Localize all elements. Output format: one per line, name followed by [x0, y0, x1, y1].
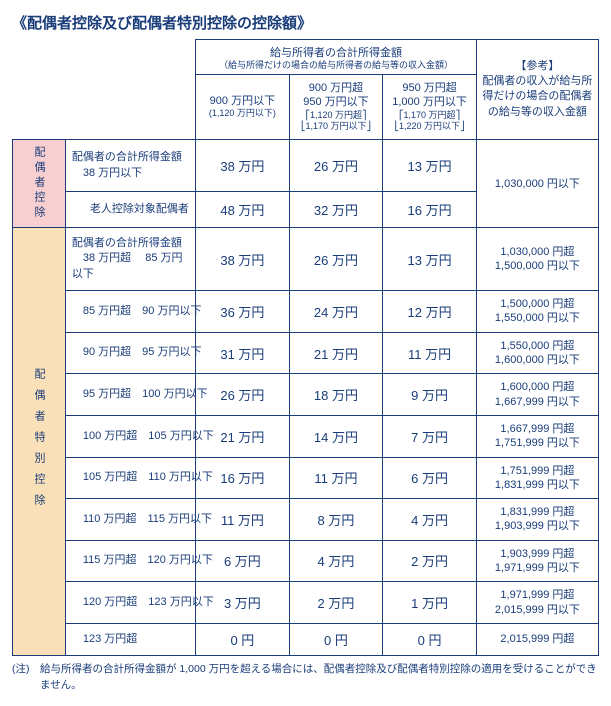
header-col-2-b2: 1,170 万円以下 — [305, 121, 366, 131]
header-col-2-l1: 900 万円超 — [294, 81, 379, 95]
footnote: (注) 給与所得者の合計所得金額が 1,000 万円を超える場合には、配偶者控除… — [12, 662, 599, 694]
section1-row1-val2: 26 万円 — [289, 139, 383, 191]
section1-row1-val3: 13 万円 — [383, 139, 477, 191]
header-col-3-l2: 1,000 万円以下 — [387, 95, 472, 109]
section2-row-val: 26 万円 — [289, 227, 383, 290]
section1-row1-val1: 38 万円 — [196, 139, 290, 191]
section2-row-ref: 1,550,000 円超 1,600,000 円以下 — [476, 332, 598, 374]
section2-row-val: 4 万円 — [383, 499, 477, 541]
header-col-2: 900 万円超 950 万円以下 ⎡1,120 万円超⎤ ⎣1,170 万円以下… — [289, 74, 383, 139]
section2-row-val: 4 万円 — [289, 540, 383, 582]
section2-row-ref: 1,500,000 円超 1,550,000 円以下 — [476, 291, 598, 333]
section2-row-desc: 90 万円超 95 万円以下 — [65, 332, 195, 374]
header-col-3-b2: 1,220 万円以下 — [399, 121, 460, 131]
section1-row2-val1: 48 万円 — [196, 192, 290, 228]
section2-row-val: 11 万円 — [383, 332, 477, 374]
section2-row-val: 0 円 — [383, 623, 477, 655]
section2-row-val: 31 万円 — [196, 332, 290, 374]
section1-label: 配偶者控除 — [13, 139, 66, 227]
header-col-3-b1: 1,170 万円超 — [404, 110, 456, 120]
section2-row-desc: 120 万円超 123 万円以下 — [65, 582, 195, 624]
header-col-1-l2: (1,120 万円以下) — [200, 108, 285, 120]
header-col-3: 950 万円超 1,000 万円以下 ⎡1,170 万円超⎤ ⎣1,220 万円… — [383, 74, 477, 139]
header-col-1-l1: 900 万円以下 — [200, 94, 285, 108]
section1-row2-desc: 老人控除対象配偶者 — [65, 192, 195, 228]
section2-row-val: 12 万円 — [383, 291, 477, 333]
header-col-2-b1: 1,120 万円超 — [310, 110, 362, 120]
section2-row-val: 18 万円 — [289, 374, 383, 416]
header-ref-desc: 配偶者の収入が給与所得だけの場合の配偶者の給与等の収入金額 — [481, 74, 594, 120]
section2-row-val: 11 万円 — [289, 457, 383, 499]
header-col-1: 900 万円以下 (1,120 万円以下) — [196, 74, 290, 139]
section2-row-desc: 115 万円超 120 万円以下 — [65, 540, 195, 582]
section2-row-val: 36 万円 — [196, 291, 290, 333]
section2-row-val: 2 万円 — [383, 540, 477, 582]
section2-label: 配偶者特別控除 — [13, 227, 66, 655]
section2-row-val: 0 円 — [289, 623, 383, 655]
header-col-2-l2: 950 万円以下 — [294, 95, 379, 109]
header-income-sub: （給与所得だけの場合の給与所得者の給与等の収入金額） — [200, 60, 472, 72]
section2-row-ref: 1,600,000 円超 1,667,999 円以下 — [476, 374, 598, 416]
section2-row-desc: 110 万円超 115 万円以下 — [65, 499, 195, 541]
section2-row-val: 0 円 — [196, 623, 290, 655]
section2-row-desc: 85 万円超 90 万円以下 — [65, 291, 195, 333]
header-col-2-bracket: ⎡1,120 万円超⎤ ⎣1,170 万円以下⎦ — [294, 110, 379, 133]
section1-row2-val2: 32 万円 — [289, 192, 383, 228]
header-reference: 【参考】 配偶者の収入が給与所得だけの場合の配偶者の給与等の収入金額 — [476, 40, 598, 140]
header-col-3-bracket: ⎡1,170 万円超⎤ ⎣1,220 万円以下⎦ — [387, 110, 472, 133]
section2-row-val: 14 万円 — [289, 415, 383, 457]
section2-row-ref: 1,971,999 円超 2,015,999 円以下 — [476, 582, 598, 624]
section2-row-desc: 配偶者の合計所得金額 38 万円超 85 万円以下 — [65, 227, 195, 290]
deduction-table: 給与所得者の合計所得金額 （給与所得だけの場合の給与所得者の給与等の収入金額） … — [12, 39, 599, 656]
section2-row-desc: 123 万円超 — [65, 623, 195, 655]
section2-row-ref: 1,667,999 円超 1,751,999 円以下 — [476, 415, 598, 457]
section2-row-val: 13 万円 — [383, 227, 477, 290]
blank-corner — [13, 40, 196, 140]
section1-ref: 1,030,000 円以下 — [476, 139, 598, 227]
section2-row-ref: 2,015,999 円超 — [476, 623, 598, 655]
header-income-title: 給与所得者の合計所得金額 — [200, 46, 472, 60]
section2-row-desc: 100 万円超 105 万円以下 — [65, 415, 195, 457]
section1-row1-desc: 配偶者の合計所得金額 38 万円以下 — [65, 139, 195, 191]
header-ref-title: 【参考】 — [481, 59, 594, 74]
header-col-3-l1: 950 万円超 — [387, 81, 472, 95]
section2-row-val: 21 万円 — [289, 332, 383, 374]
section2-row-val: 9 万円 — [383, 374, 477, 416]
section2-row-val: 26 万円 — [196, 374, 290, 416]
page-title: 《配偶者控除及び配偶者特別控除の控除額》 — [12, 12, 599, 33]
section2-row-val: 6 万円 — [383, 457, 477, 499]
section2-row-ref: 1,831,999 円超 1,903,999 円以下 — [476, 499, 598, 541]
section2-row-val: 2 万円 — [289, 582, 383, 624]
header-income-group: 給与所得者の合計所得金額 （給与所得だけの場合の給与所得者の給与等の収入金額） — [196, 40, 477, 75]
section2-row-desc: 95 万円超 100 万円以下 — [65, 374, 195, 416]
section2-row-val: 38 万円 — [196, 227, 290, 290]
section2-row-desc: 105 万円超 110 万円以下 — [65, 457, 195, 499]
section2-row-val: 8 万円 — [289, 499, 383, 541]
section1-row2-val3: 16 万円 — [383, 192, 477, 228]
section2-row-val: 24 万円 — [289, 291, 383, 333]
section2-row-ref: 1,751,999 円超 1,831,999 円以下 — [476, 457, 598, 499]
section2-row-val: 1 万円 — [383, 582, 477, 624]
section2-row-ref: 1,030,000 円超 1,500,000 円以下 — [476, 227, 598, 290]
section2-row-val: 7 万円 — [383, 415, 477, 457]
section2-row-ref: 1,903,999 円超 1,971,999 円以下 — [476, 540, 598, 582]
